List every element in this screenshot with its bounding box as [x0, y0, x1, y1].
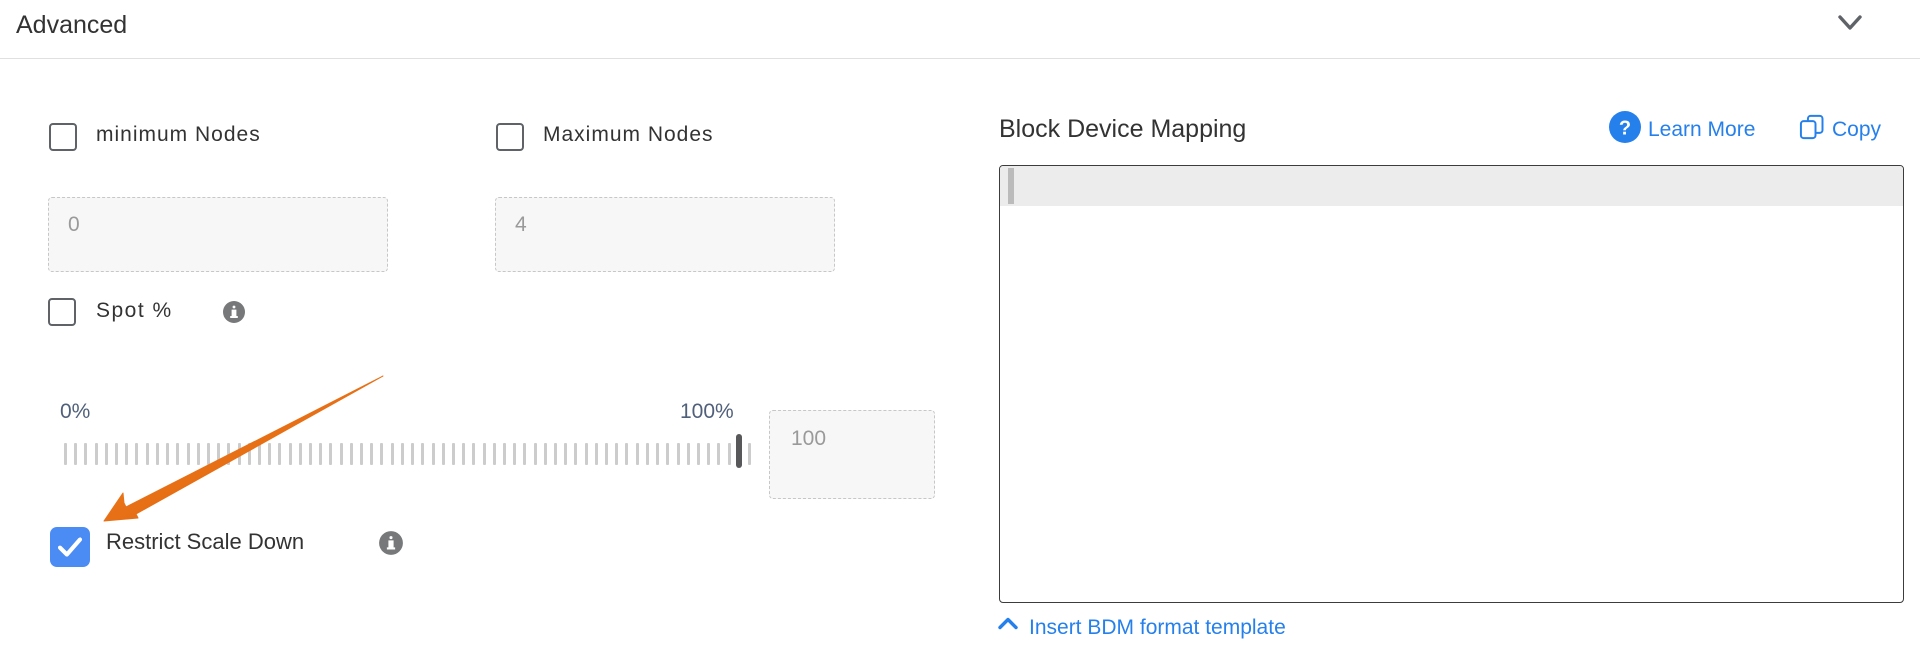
svg-text:?: ?: [1619, 117, 1631, 139]
